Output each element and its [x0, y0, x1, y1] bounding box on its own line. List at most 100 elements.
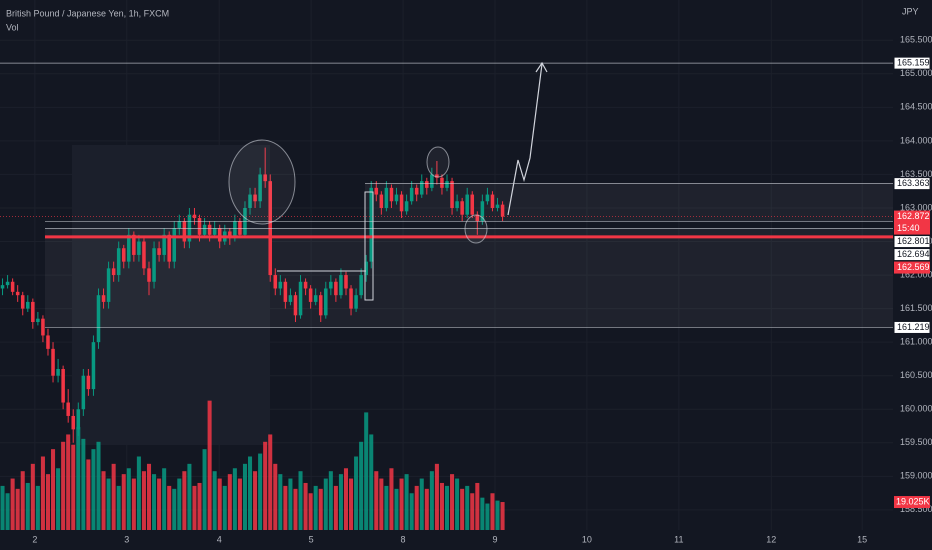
candle-body [116, 248, 121, 276]
volume-bar [268, 434, 273, 530]
volume-bar [101, 471, 106, 530]
price-tag-box [893, 56, 931, 70]
candle-body [480, 201, 485, 222]
volume-bar [278, 474, 283, 530]
volume-bar [369, 434, 374, 530]
volume-bar [414, 485, 419, 530]
volume-bar [439, 482, 444, 530]
candle-body [465, 194, 469, 215]
candle-body [475, 214, 480, 222]
candle-body [384, 187, 389, 208]
x-tick-label: 3 [124, 534, 129, 544]
volume-bar [192, 485, 197, 530]
candle-body [127, 234, 131, 262]
annotations [228, 61, 548, 301]
candle-body [369, 187, 374, 262]
volume-bars [0, 400, 505, 530]
volume-bar [40, 456, 45, 530]
candle-body [81, 375, 86, 410]
candle-body [460, 201, 464, 215]
candle-body [303, 281, 308, 289]
volume-bar [177, 478, 182, 530]
volume-bar [495, 500, 500, 530]
volume-bar [475, 482, 480, 530]
volume-bar [232, 468, 237, 530]
candle-body [76, 409, 81, 430]
volume-bar [258, 453, 263, 530]
volume-bar [5, 493, 10, 530]
arrow [507, 63, 543, 216]
candle-body [0, 285, 5, 289]
volume-bar [56, 468, 61, 530]
candle-body [101, 295, 106, 302]
candle-body [440, 177, 444, 188]
volume-bar [76, 427, 81, 530]
candle-body [192, 214, 197, 219]
volume-bar [419, 478, 424, 530]
candle-body [334, 281, 338, 296]
volume-bar [364, 412, 369, 530]
zone [45, 228, 893, 328]
currency: JPY [902, 6, 919, 16]
volume-bar [182, 471, 187, 530]
box [364, 191, 374, 301]
volume-bar [253, 471, 258, 530]
candle-body [379, 194, 384, 208]
candle-body [263, 174, 267, 182]
candle-body [202, 224, 207, 235]
volume-bar [460, 488, 465, 530]
volume-bar [227, 474, 232, 530]
volume-bar [465, 485, 470, 530]
time-axis [0, 530, 893, 550]
volume-bar [424, 488, 429, 530]
candle-body [354, 295, 358, 309]
volume-bar [298, 471, 303, 530]
volume-bar [187, 463, 192, 530]
candle-body [177, 221, 182, 229]
volume-bar [162, 468, 167, 530]
volume-bar [323, 478, 328, 530]
volume-bar [429, 471, 434, 530]
circle [464, 214, 488, 244]
volume-bar [136, 456, 141, 530]
candle-body [86, 375, 91, 390]
zones [45, 183, 893, 328]
volume-bar [51, 449, 56, 530]
volume-bar [242, 463, 247, 530]
volume-bar [328, 471, 333, 530]
volume-bar [167, 485, 172, 530]
candle-body [318, 295, 323, 316]
price-tag-box [893, 320, 931, 334]
volume-bar [409, 493, 414, 530]
volume-bar [30, 463, 35, 530]
volume-bar [374, 471, 379, 530]
candle-body [26, 301, 30, 309]
price-tag-box [893, 248, 931, 262]
volume-bar [86, 459, 91, 530]
x-tick-label: 10 [582, 534, 592, 544]
volume-bar [293, 488, 298, 530]
candle-body [414, 187, 419, 195]
candle-body [106, 268, 111, 302]
volume-bar [354, 456, 359, 530]
x-tick-label: 2 [32, 534, 37, 544]
volume-bar [152, 474, 157, 530]
x-tick-label: 12 [766, 534, 776, 544]
volume-bar [404, 474, 409, 530]
candle-body [308, 288, 313, 302]
candle-body [248, 194, 252, 208]
candle-body [399, 194, 404, 212]
candle-body [212, 228, 217, 235]
level-lines [0, 62, 893, 328]
volume-bar [146, 463, 152, 530]
volume-bar [394, 488, 399, 530]
candle-body [339, 275, 343, 296]
volume-bar [485, 503, 490, 530]
volume-bar [359, 441, 364, 530]
candle-body [111, 268, 116, 276]
volume-bar [131, 478, 136, 530]
volume-bar [399, 478, 404, 530]
volume-bar [121, 474, 126, 530]
volume-bar [45, 474, 51, 530]
